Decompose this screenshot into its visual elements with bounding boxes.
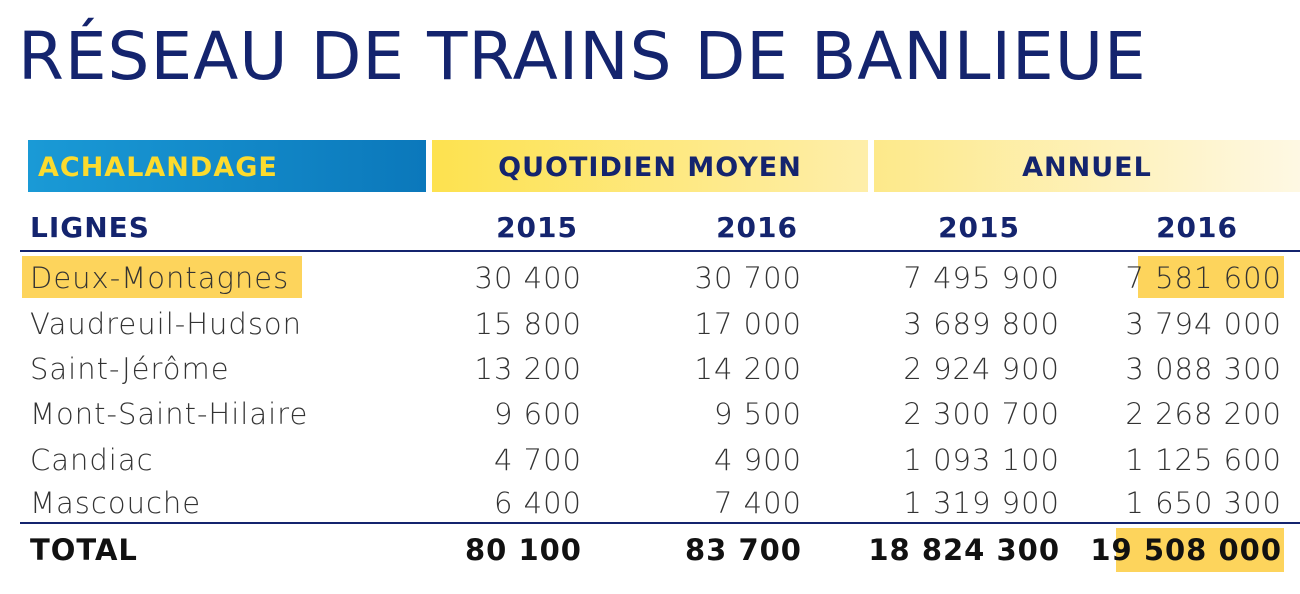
total-annuel-2015: 18 824 300 (868, 533, 1060, 567)
lignes-header: LIGNES (30, 211, 150, 244)
annuel-2016-value: 3 794 000 (1125, 307, 1282, 341)
total-annuel-2016: 19 508 000 (1090, 533, 1282, 567)
line-name: Mont-Saint-Hilaire (30, 397, 309, 431)
annuel-2016-value: 3 088 300 (1125, 352, 1282, 386)
quotidien-2016-value: 9 500 (713, 397, 802, 431)
header-annuel-2015: 2015 (938, 211, 1020, 244)
line-name: Mascouche (30, 486, 202, 520)
quotidien-2016-value: 4 900 (713, 443, 802, 477)
line-name: Candiac (30, 443, 154, 477)
quotidien-band (432, 140, 868, 192)
annuel-band (874, 140, 1300, 192)
quotidien-moyen-label: QUOTIDIEN MOYEN (498, 152, 802, 183)
header-rule (20, 250, 1300, 252)
page-title: RÉSEAU DE TRAINS DE BANLIEUE (18, 18, 1147, 95)
quotidien-2015-value: 30 400 (474, 261, 582, 295)
header-quotidien-2015: 2015 (496, 211, 578, 244)
highlight-total-2016 (1116, 528, 1284, 572)
quotidien-2015-value: 13 200 (474, 352, 582, 386)
line-name: Saint-Jérôme (30, 352, 230, 386)
highlight-deux-montagnes-2016 (1138, 256, 1284, 298)
annuel-2016-value: 7 581 600 (1125, 261, 1282, 295)
header-annuel-2016: 2016 (1156, 211, 1238, 244)
annuel-2015-value: 1 093 100 (903, 443, 1060, 477)
annuel-2016-value: 2 268 200 (1125, 397, 1282, 431)
annuel-2015-value: 3 689 800 (903, 307, 1060, 341)
annuel-2015-value: 2 300 700 (903, 397, 1060, 431)
total-quotidien-2015: 80 100 (465, 533, 582, 567)
annuel-2016-value: 1 125 600 (1125, 443, 1282, 477)
quotidien-2015-value: 15 800 (474, 307, 582, 341)
line-name: Vaudreuil-Hudson (30, 307, 303, 341)
total-rule (20, 522, 1300, 524)
line-name: Deux-Montagnes (30, 261, 290, 295)
annuel-label: ANNUEL (1022, 152, 1152, 183)
quotidien-2015-value: 4 700 (493, 443, 582, 477)
quotidien-2015-value: 6 400 (493, 486, 582, 520)
annuel-2016-value: 1 650 300 (1125, 486, 1282, 520)
annuel-2015-value: 1 319 900 (903, 486, 1060, 520)
quotidien-2016-value: 17 000 (694, 307, 802, 341)
achalandage-band (28, 140, 426, 192)
quotidien-2016-value: 30 700 (694, 261, 802, 295)
quotidien-2015-value: 9 600 (493, 397, 582, 431)
highlight-deux-montagnes (22, 256, 302, 298)
quotidien-2016-value: 14 200 (694, 352, 802, 386)
header-quotidien-2016: 2016 (716, 211, 798, 244)
annuel-2015-value: 2 924 900 (903, 352, 1060, 386)
quotidien-2016-value: 7 400 (713, 486, 802, 520)
total-quotidien-2016: 83 700 (685, 533, 802, 567)
total-label: TOTAL (30, 533, 138, 567)
achalandage-label: ACHALANDAGE (38, 152, 278, 183)
annuel-2015-value: 7 495 900 (903, 261, 1060, 295)
